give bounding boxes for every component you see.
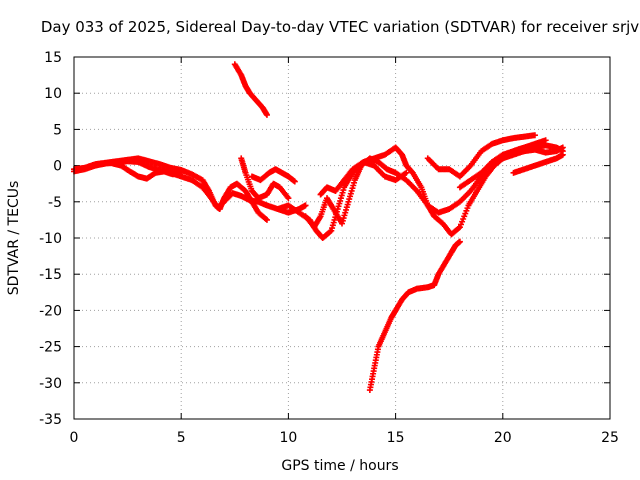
- y-tick-label: 10: [44, 86, 62, 102]
- x-tick-label: 10: [279, 430, 297, 446]
- y-axis-label: SDTVAR / TECUs: [6, 181, 22, 296]
- data-series-3: [109, 160, 185, 182]
- y-tick-label: -35: [39, 412, 62, 428]
- grid-lines: [74, 57, 610, 419]
- y-tick-label: -5: [48, 195, 62, 211]
- x-tick-label: 25: [601, 430, 619, 446]
- data-point: [559, 151, 566, 158]
- data-series-10: [424, 132, 538, 180]
- data-series-12: [510, 151, 566, 176]
- x-axis-label: GPS time / hours: [281, 458, 398, 474]
- data-point: [559, 144, 566, 151]
- x-tick-label: 15: [387, 430, 405, 446]
- data-series-9: [317, 158, 410, 198]
- plot-frame: [73, 56, 611, 420]
- data-series-4: [231, 61, 270, 118]
- data-point: [403, 169, 410, 176]
- data-point: [291, 178, 298, 185]
- y-tick-label: -25: [39, 340, 62, 356]
- y-tick-label: 0: [53, 159, 62, 175]
- y-tick-label: 15: [44, 50, 62, 66]
- data-point: [456, 238, 463, 245]
- data-point: [455, 225, 462, 232]
- data-point: [302, 202, 309, 209]
- x-tick-label: 5: [177, 430, 186, 446]
- data-point: [262, 215, 269, 222]
- y-tick-label: 5: [53, 122, 62, 138]
- data-series-13: [521, 144, 566, 156]
- y-tick-label: -30: [39, 376, 62, 392]
- y-tick-label: -10: [39, 231, 62, 247]
- data-point: [263, 216, 270, 223]
- data-series-6: [248, 166, 298, 185]
- y-tick-label: -15: [39, 267, 62, 283]
- data-series-5: [238, 155, 292, 202]
- data-point: [263, 111, 270, 118]
- data-point: [531, 132, 538, 139]
- data-point: [178, 169, 185, 176]
- chart-title: Day 033 of 2025, Sidereal Day-to-day VTE…: [41, 18, 639, 36]
- data-point: [542, 137, 549, 144]
- data-series-7: [274, 137, 549, 241]
- plot-area: [71, 61, 566, 394]
- x-tick-label: 20: [494, 430, 512, 446]
- axis-ticks: 0 5 10 15 20 25 15 10 5 0 -5 -10 -15 -20 -25 -30 -35: [39, 50, 619, 446]
- data-series-14: [366, 238, 463, 394]
- x-tick-label: 0: [70, 430, 79, 446]
- y-tick-label: -20: [39, 303, 62, 319]
- data-point: [285, 195, 292, 202]
- data-point: [327, 228, 334, 235]
